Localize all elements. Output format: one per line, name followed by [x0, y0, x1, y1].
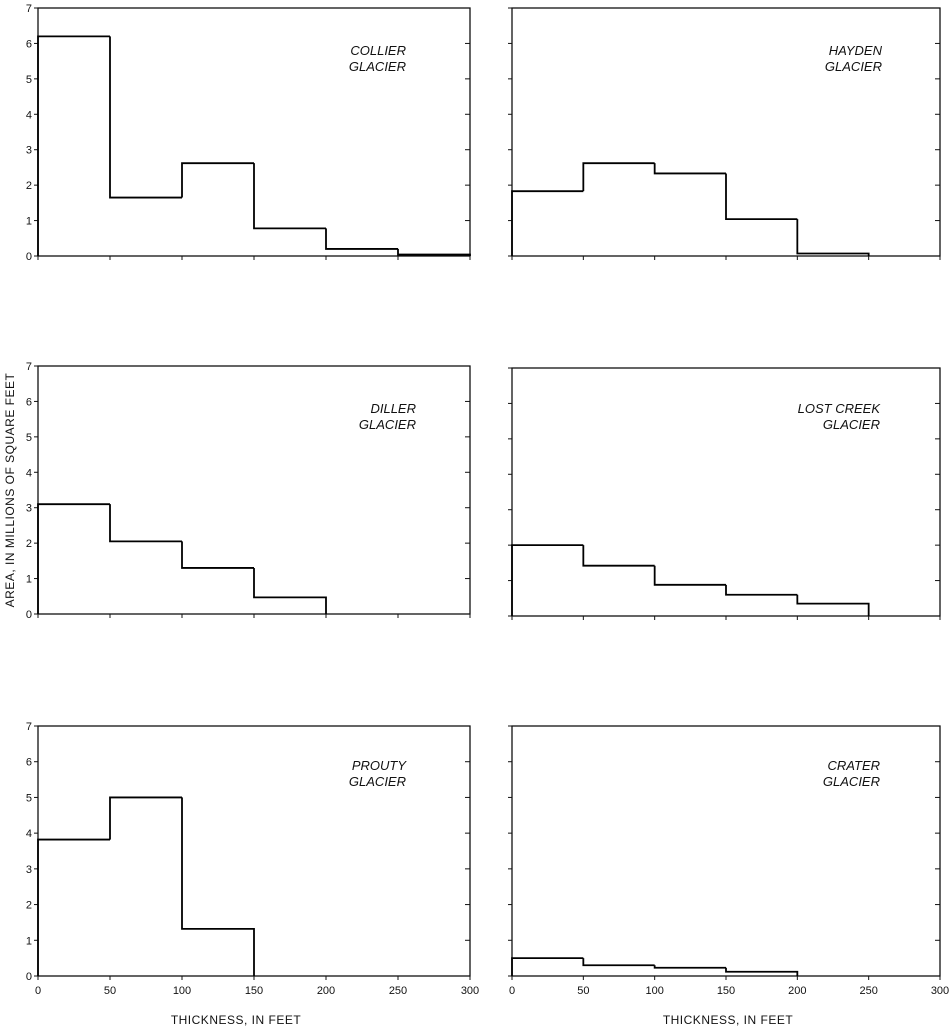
y-tick-label: 4 — [26, 467, 32, 479]
histogram-bar — [796, 594, 870, 616]
x-tick-label: 250 — [859, 985, 877, 997]
histogram-bar — [181, 797, 255, 976]
y-tick-label: 7 — [26, 361, 32, 373]
histogram-bar — [253, 567, 327, 614]
y-tick-label: 7 — [26, 3, 32, 15]
histogram-bar — [37, 35, 110, 256]
panel-label-line: GLACIER — [823, 774, 880, 789]
histogram-bar — [181, 162, 254, 198]
y-tick-label: 7 — [26, 721, 32, 733]
panel-label-line: DILLER — [370, 401, 416, 416]
panel-label-line: LOST CREEK — [798, 401, 882, 416]
x-tick-label: 150 — [245, 985, 263, 997]
y-tick-label: 4 — [26, 109, 32, 121]
x-tick-label: 300 — [461, 985, 479, 997]
histogram-bar — [511, 544, 584, 616]
x-tick-label: 200 — [788, 985, 806, 997]
histogram-bar — [37, 838, 110, 976]
histogram-bar — [725, 584, 798, 596]
histogram-bar — [725, 173, 798, 221]
y-axis-title: AREA, IN MILLIONS OF SQUARE FEET — [3, 372, 17, 607]
y-tick-label: 2 — [26, 538, 32, 550]
panel-label-line: HAYDEN — [829, 43, 883, 58]
histogram-bar — [325, 228, 398, 250]
y-tick-label: 5 — [26, 432, 32, 444]
x-tick-label: 250 — [389, 985, 407, 997]
y-tick-label: 0 — [26, 971, 32, 983]
x-tick-label: 0 — [509, 985, 515, 997]
y-tick-label: 5 — [26, 792, 32, 804]
y-tick-label: 2 — [26, 180, 32, 192]
histogram-bar — [109, 504, 182, 543]
panel-label-line: PROUTY — [352, 758, 408, 773]
y-tick-label: 1 — [26, 574, 32, 586]
histogram-bar — [397, 248, 471, 256]
histogram-bar — [181, 541, 254, 569]
panel-label-line: COLLIER — [350, 43, 406, 58]
y-tick-label: 4 — [26, 828, 32, 840]
histogram-bar — [653, 565, 726, 586]
y-tick-label: 0 — [26, 251, 32, 263]
histogram-bar — [37, 503, 110, 614]
y-tick-label: 1 — [26, 216, 32, 228]
histogram-bar — [511, 190, 584, 256]
y-tick-label: 3 — [26, 145, 32, 157]
panel-label-line: GLACIER — [825, 59, 882, 74]
y-tick-label: 3 — [26, 864, 32, 876]
y-tick-label: 1 — [26, 935, 32, 947]
panel-label-line: GLACIER — [823, 417, 880, 432]
y-tick-label: 6 — [26, 396, 32, 408]
histogram-bar — [653, 965, 726, 969]
y-tick-label: 6 — [26, 757, 32, 769]
histogram-bar — [511, 957, 584, 976]
x-tick-label: 50 — [104, 985, 116, 997]
x-tick-label: 50 — [577, 985, 589, 997]
histogram-bar — [725, 967, 799, 976]
panel-label-line: GLACIER — [359, 417, 416, 432]
x-tick-label: 100 — [645, 985, 663, 997]
histogram-bar — [109, 36, 182, 199]
panel-label-line: GLACIER — [349, 774, 406, 789]
panel-label-line: GLACIER — [349, 59, 406, 74]
y-tick-label: 3 — [26, 503, 32, 515]
y-tick-label: 0 — [26, 609, 32, 621]
histogram-bar — [582, 545, 655, 567]
histogram-bar — [582, 162, 655, 192]
y-tick-label: 2 — [26, 900, 32, 912]
histogram-bar — [109, 796, 182, 840]
x-tick-label: 100 — [173, 985, 191, 997]
histogram-bar — [653, 163, 726, 175]
x-tick-label: 200 — [317, 985, 335, 997]
y-tick-label: 5 — [26, 74, 32, 86]
x-tick-label: 300 — [931, 985, 949, 997]
x-axis-title-left: THICKNESS, IN FEET — [171, 1013, 302, 1027]
x-axis-title-right: THICKNESS, IN FEET — [663, 1013, 794, 1027]
x-tick-label: 0 — [35, 985, 41, 997]
y-tick-label: 6 — [26, 38, 32, 50]
histogram-bar — [253, 163, 326, 230]
panel-label-line: CRATER — [828, 758, 880, 773]
histogram-bar — [582, 958, 655, 967]
histogram-bar — [796, 219, 870, 256]
x-tick-label: 150 — [717, 985, 735, 997]
